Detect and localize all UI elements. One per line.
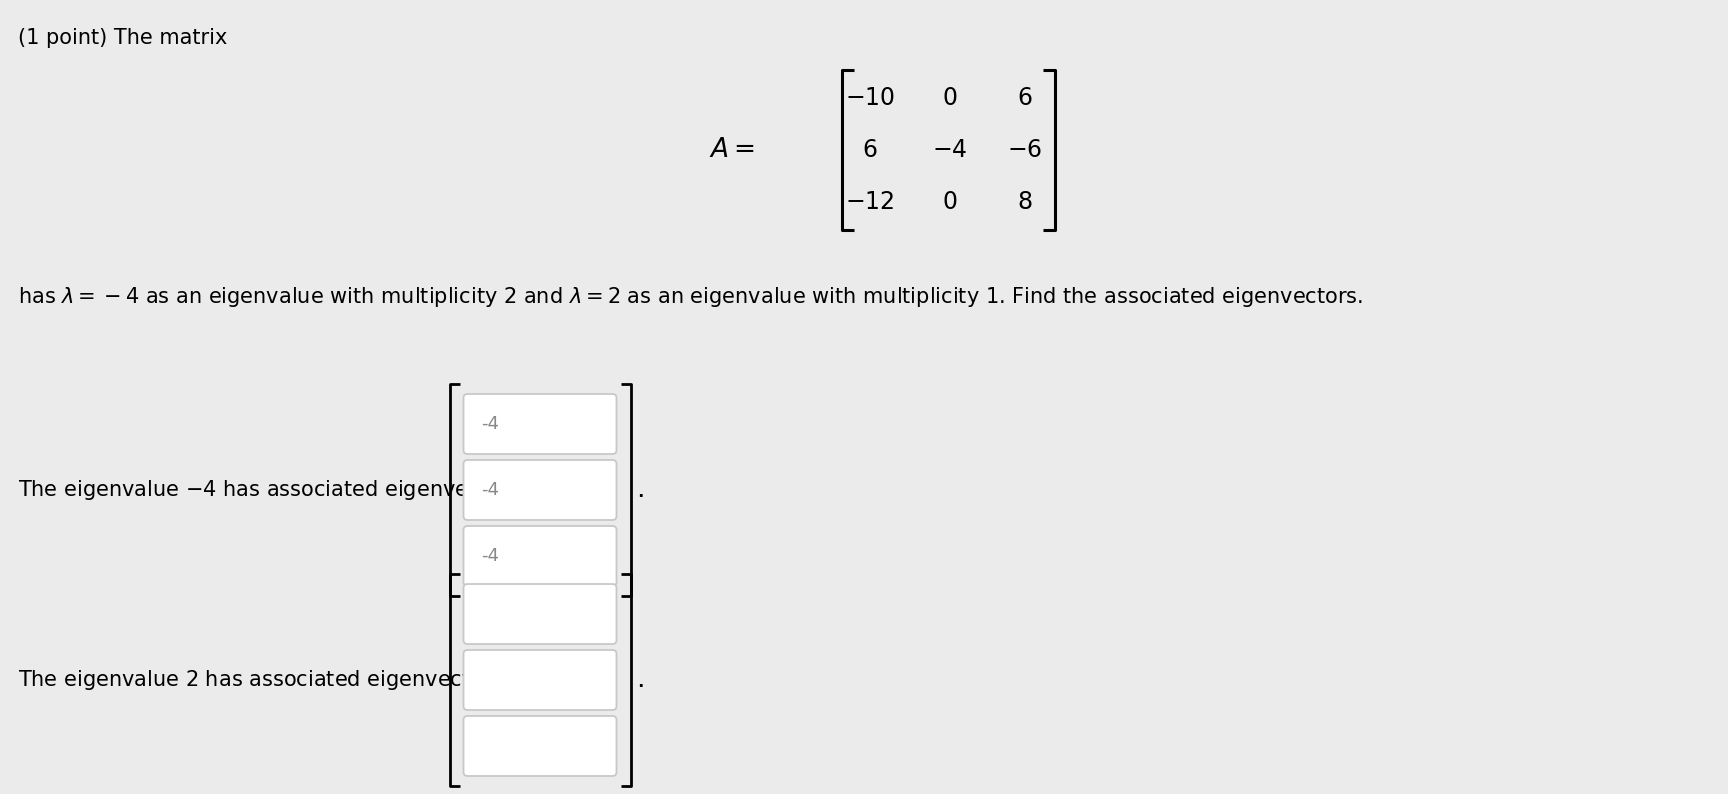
Text: The eigenvalue $2$ has associated eigenvector: The eigenvalue $2$ has associated eigenv… [17,668,492,692]
Text: .: . [636,477,645,503]
Text: has $\lambda = -4$ as an eigenvalue with multiplicity 2 and $\lambda = 2$ as an : has $\lambda = -4$ as an eigenvalue with… [17,285,1363,309]
FancyBboxPatch shape [463,394,617,454]
Text: $-4$: $-4$ [933,138,968,162]
Text: .: . [636,667,645,693]
Text: The eigenvalue $-4$ has associated eigenvector: The eigenvalue $-4$ has associated eigen… [17,478,510,502]
FancyBboxPatch shape [463,584,617,644]
Text: $0$: $0$ [942,86,957,110]
Text: $A =$: $A =$ [708,137,755,163]
FancyBboxPatch shape [463,460,617,520]
Text: $-12$: $-12$ [845,190,895,214]
FancyBboxPatch shape [463,526,617,586]
Text: $6$: $6$ [1018,86,1033,110]
Text: -4: -4 [482,481,499,499]
FancyBboxPatch shape [463,716,617,776]
Text: $-6$: $-6$ [1007,138,1042,162]
Text: -4: -4 [482,415,499,433]
Text: $-10$: $-10$ [845,86,895,110]
Text: $0$: $0$ [942,190,957,214]
Text: $6$: $6$ [862,138,878,162]
Text: $8$: $8$ [1018,190,1033,214]
Text: -4: -4 [482,547,499,565]
FancyBboxPatch shape [463,650,617,710]
Text: (1 point) The matrix: (1 point) The matrix [17,28,228,48]
